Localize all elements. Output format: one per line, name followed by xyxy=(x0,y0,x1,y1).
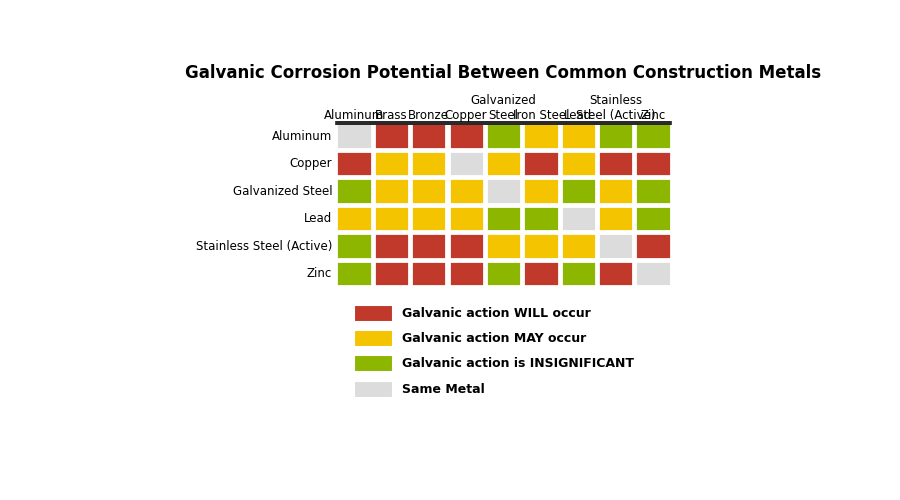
Bar xyxy=(523,178,559,204)
Bar xyxy=(374,261,410,286)
Bar xyxy=(598,261,634,286)
Bar xyxy=(486,261,521,286)
Bar xyxy=(561,178,596,204)
Text: Galvanized Steel: Galvanized Steel xyxy=(232,184,332,198)
Bar xyxy=(486,151,521,176)
Text: Galvanic Corrosion Potential Between Common Construction Metals: Galvanic Corrosion Potential Between Com… xyxy=(185,64,822,82)
Bar xyxy=(448,234,484,259)
Text: Copper: Copper xyxy=(445,108,488,122)
Bar xyxy=(374,124,410,149)
Bar xyxy=(598,124,634,149)
Bar xyxy=(337,261,372,286)
Text: Zinc: Zinc xyxy=(641,108,666,122)
Bar xyxy=(374,151,410,176)
Bar xyxy=(337,124,372,149)
Bar xyxy=(635,178,670,204)
Text: Bronze: Bronze xyxy=(409,108,449,122)
Text: Iron Steel: Iron Steel xyxy=(513,108,569,122)
Bar xyxy=(598,178,634,204)
Text: Copper: Copper xyxy=(290,157,332,170)
Bar xyxy=(561,124,596,149)
Bar xyxy=(523,234,559,259)
Text: Lead: Lead xyxy=(304,212,332,225)
Text: Galvanic action MAY occur: Galvanic action MAY occur xyxy=(401,332,586,345)
Text: Galvanic action is INSIGNIFICANT: Galvanic action is INSIGNIFICANT xyxy=(401,358,634,370)
Bar xyxy=(523,124,559,149)
Bar xyxy=(486,234,521,259)
Bar xyxy=(337,234,372,259)
Text: Brass: Brass xyxy=(375,108,408,122)
Bar xyxy=(635,206,670,232)
Bar xyxy=(448,151,484,176)
Bar xyxy=(411,151,446,176)
Text: Galvanic action WILL occur: Galvanic action WILL occur xyxy=(401,306,590,320)
Bar xyxy=(561,261,596,286)
Bar xyxy=(561,206,596,232)
Bar xyxy=(598,234,634,259)
Bar xyxy=(354,330,393,347)
Bar xyxy=(448,178,484,204)
Bar xyxy=(561,234,596,259)
Bar xyxy=(635,151,670,176)
Bar xyxy=(411,124,446,149)
Bar xyxy=(448,124,484,149)
Bar xyxy=(523,151,559,176)
Text: Zinc: Zinc xyxy=(307,267,332,280)
Bar xyxy=(374,178,410,204)
Bar xyxy=(523,261,559,286)
Bar xyxy=(486,178,521,204)
Bar xyxy=(411,234,446,259)
Text: Galvanized
Steel: Galvanized Steel xyxy=(471,94,536,122)
Bar xyxy=(411,178,446,204)
Bar xyxy=(635,261,670,286)
Bar xyxy=(411,261,446,286)
Bar xyxy=(374,206,410,232)
Bar xyxy=(635,124,670,149)
Text: Lead: Lead xyxy=(564,108,592,122)
Bar xyxy=(337,151,372,176)
Bar xyxy=(411,206,446,232)
Bar xyxy=(337,178,372,204)
Bar xyxy=(486,124,521,149)
Bar xyxy=(354,381,393,398)
Text: Stainless Steel (Active): Stainless Steel (Active) xyxy=(196,240,332,252)
Text: Stainless
Steel (Active): Stainless Steel (Active) xyxy=(576,94,655,122)
Bar xyxy=(486,206,521,232)
Bar xyxy=(523,206,559,232)
Bar xyxy=(354,304,393,322)
Bar xyxy=(374,234,410,259)
Text: Aluminum: Aluminum xyxy=(324,108,384,122)
Bar xyxy=(354,356,393,372)
Bar xyxy=(337,206,372,232)
Bar xyxy=(598,151,634,176)
Bar xyxy=(561,151,596,176)
Text: Same Metal: Same Metal xyxy=(401,383,484,396)
Bar xyxy=(448,206,484,232)
Bar xyxy=(598,206,634,232)
Bar xyxy=(635,234,670,259)
Bar xyxy=(448,261,484,286)
Text: Aluminum: Aluminum xyxy=(272,130,332,142)
